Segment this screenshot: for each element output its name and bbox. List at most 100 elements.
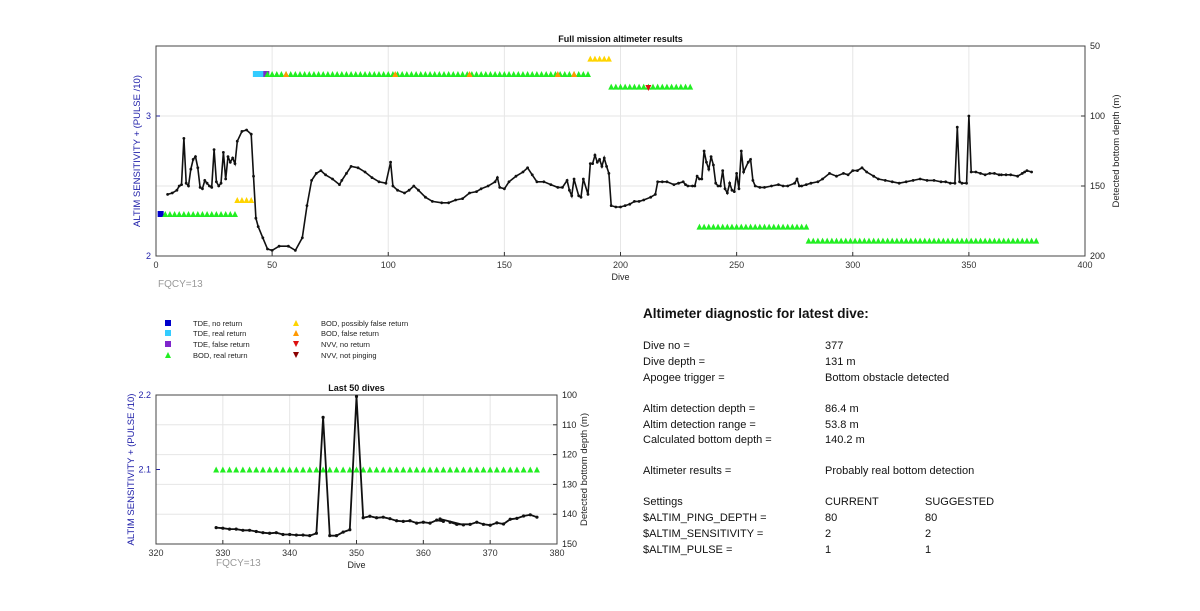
full-mission-x-tick-label: 150 — [497, 260, 512, 270]
full-mission-depth-point — [746, 160, 750, 164]
full-mission-marker-bod-real — [399, 71, 406, 77]
full-mission-marker-bod-real — [833, 237, 840, 244]
full-mission-marker-bod-real — [654, 83, 661, 90]
full-mission-marker-bod-possibly-false-return — [596, 55, 603, 62]
last-50-marker-bod-real — [253, 466, 260, 473]
full-mission-depth-point — [821, 177, 824, 181]
last-50-x-tick-label: 360 — [416, 548, 431, 558]
full-mission-marker-bod-real — [944, 237, 951, 244]
full-mission-depth-point — [221, 151, 225, 154]
last-50-marker-bod-real — [213, 466, 220, 473]
full-mission-x-tick-label: 200 — [613, 260, 628, 270]
full-mission-marker-bod-real — [798, 223, 805, 230]
full-mission-depth-point — [345, 172, 348, 175]
legend-label-nvv-no-return: NVV, no return — [321, 340, 370, 349]
full-mission-depth-point — [187, 184, 190, 188]
full-mission-depth-point — [911, 179, 915, 182]
full-mission-depth-point — [623, 204, 627, 208]
full-mission-marker-bod-real — [524, 71, 531, 77]
settings-suggested-header: SUGGESTED — [925, 496, 995, 508]
full-mission-marker-bod-real — [506, 71, 513, 77]
full-mission-marker-bod-real — [547, 71, 554, 77]
full-mission-depth-point — [486, 184, 490, 188]
full-mission-marker-bod-real — [696, 223, 703, 230]
full-mission-depth-point — [695, 174, 699, 178]
full-mission-marker-bod-false-return — [392, 71, 399, 77]
last-50-marker-bod-real — [219, 466, 226, 473]
full-mission-marker-bod-possibly-false-return — [605, 55, 612, 62]
full-mission-marker-bod-real — [1028, 237, 1035, 244]
full-mission-depth-point — [561, 186, 564, 189]
full-mission-depth-point — [979, 172, 982, 175]
full-mission-marker-bod-real — [884, 237, 891, 244]
full-mission-depth-point — [521, 170, 525, 174]
last-50-marker-bod-real — [326, 466, 333, 473]
last-50-marker-bod-real — [386, 466, 393, 473]
full-mission-marker-bod-possibly-false-return — [601, 55, 608, 62]
full-mission-right-axis-label: Detected bottom depth (m) — [1111, 95, 1122, 208]
full-mission-marker-bod-real — [866, 237, 873, 244]
full-mission-marker-bod-real — [986, 237, 993, 244]
full-mission-depth-point — [581, 177, 585, 181]
full-mission-depth-point — [277, 244, 281, 248]
full-mission-depth-point — [842, 172, 845, 175]
full-mission-depth-point — [988, 172, 992, 175]
last-50-depth-point — [441, 519, 445, 523]
full-mission-marker-bod-real — [728, 223, 735, 230]
full-mission-depth-point — [256, 225, 260, 229]
last-50-depth-point — [408, 519, 412, 523]
full-mission-depth-point — [208, 184, 211, 188]
altimeter-diagnostic-panel: Altimeter diagnostic for latest dive: Di… — [643, 306, 1163, 566]
full-mission-depth-point — [189, 167, 193, 171]
legend-label-bod-possibly-false-return: BOD, possibly false return — [321, 319, 408, 328]
full-mission-marker-bod-real — [622, 83, 629, 90]
full-mission-marker-bod-real — [417, 71, 424, 77]
last-50-depth-point — [374, 516, 379, 520]
full-mission-marker-bod-real — [166, 211, 173, 217]
full-mission-marker-bod-false-return — [554, 71, 561, 77]
full-mission-depth-point — [983, 173, 987, 177]
full-mission-marker-bod-real — [640, 83, 647, 90]
full-mission-marker-bod-real — [487, 71, 494, 77]
full-mission-depth-point — [391, 184, 395, 188]
full-mission-depth-point — [660, 180, 664, 184]
full-mission-marker-bod-real — [861, 237, 868, 244]
last-50-depth-point — [421, 520, 425, 524]
full-mission-depth-point — [728, 181, 732, 185]
full-mission-depth-point — [233, 162, 237, 166]
last-50-depth-point — [321, 415, 325, 419]
full-mission-depth-point — [1023, 170, 1027, 174]
full-mission-marker-bod-real — [1000, 237, 1007, 244]
full-mission-marker-bod-real — [348, 71, 355, 77]
full-mission-marker-bod-real — [870, 237, 877, 244]
last-50-right-axis-label: Detected bottom depth (m) — [579, 413, 590, 526]
full-mission-marker-bod-real — [954, 237, 961, 244]
full-mission-marker-bod-real — [1023, 237, 1030, 244]
last-50-marker-bod-real — [233, 466, 240, 473]
full-mission-depth-point — [737, 187, 741, 191]
full-mission-depth-point — [170, 191, 174, 195]
full-mission-depth-point — [758, 186, 762, 189]
full-mission-depth-point — [904, 180, 908, 184]
full-mission-depth-point — [876, 177, 880, 181]
full-mission-right-tick-label: 150 — [1090, 181, 1105, 191]
full-mission-depth-point — [770, 184, 773, 188]
last-50-depth-point — [361, 516, 365, 520]
full-mission-marker-bod-real — [296, 71, 303, 77]
full-mission-depth-point — [293, 249, 297, 252]
last-50-depth-point — [221, 526, 225, 530]
last-50-marker-bod-real — [239, 466, 246, 473]
last-50-marker-bod-real — [467, 466, 474, 473]
last-50-marker-bod-real — [286, 466, 293, 473]
full-mission-depth-point — [721, 169, 725, 173]
legend-icon-bod-possibly-false-return — [293, 320, 299, 326]
full-mission-marker-bod-real — [710, 223, 717, 230]
full-mission-depth-point — [166, 193, 170, 196]
last-50-right-tick-label: 120 — [562, 450, 577, 460]
full-mission-marker-bod-false-return — [466, 71, 473, 77]
full-mission-marker-bod-real — [903, 237, 910, 244]
full-mission-depth-point — [955, 125, 959, 129]
full-mission-marker-bod-real — [810, 237, 817, 244]
full-mission-marker-bod-real — [222, 211, 229, 217]
last-50-marker-bod-real — [440, 466, 447, 473]
